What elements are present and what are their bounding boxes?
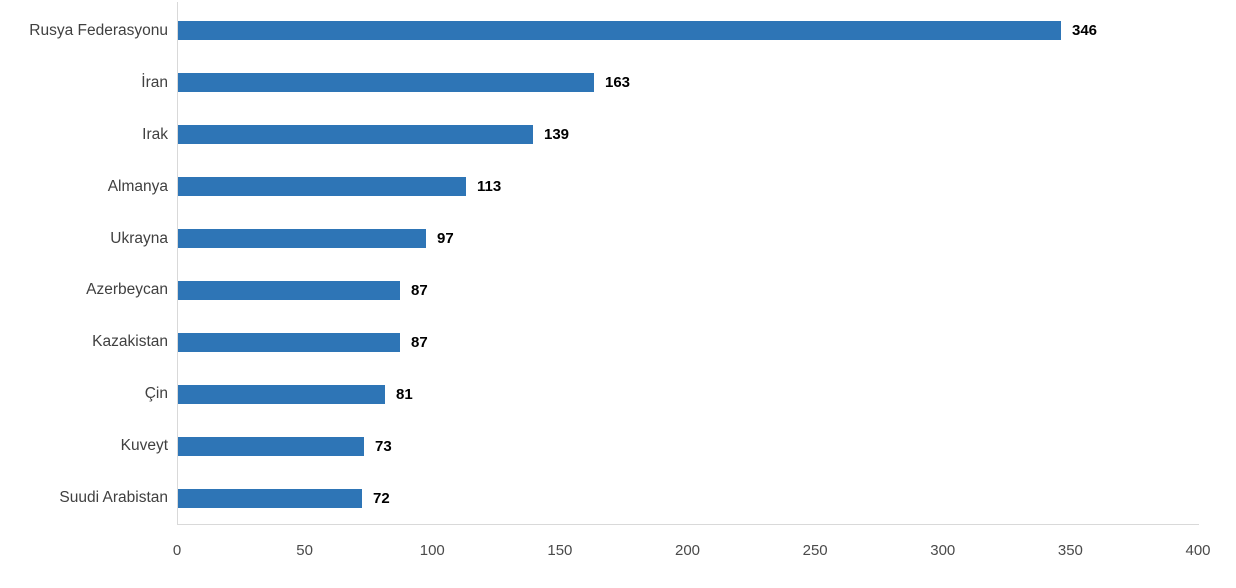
x-tick-label: 0	[172, 542, 182, 559]
x-tick-label: 300	[930, 542, 956, 559]
value-label: 113	[477, 178, 502, 196]
value-label: 87	[411, 281, 428, 299]
x-tick-label: 50	[296, 542, 313, 559]
category-label: Çin	[144, 385, 168, 403]
value-label: 87	[411, 333, 428, 351]
value-label: 73	[375, 437, 392, 455]
bar	[178, 125, 533, 145]
x-tick-label: 350	[1057, 542, 1083, 559]
category-label: Ukrayna	[110, 229, 168, 247]
x-axis-line	[177, 524, 1199, 525]
x-tick-label: 150	[547, 542, 573, 559]
bar	[178, 488, 362, 508]
bar	[178, 229, 426, 249]
x-tick-label: 200	[674, 542, 701, 559]
value-label: 72	[373, 489, 390, 507]
category-label: Irak	[142, 125, 168, 143]
x-tick-label: 400	[1185, 542, 1211, 559]
bar	[178, 73, 594, 93]
value-label: 139	[544, 126, 570, 144]
x-tick-label: 100	[419, 542, 445, 559]
bar	[178, 436, 364, 456]
category-label: Rusya Federasyonu	[29, 21, 168, 39]
bar	[178, 280, 400, 300]
bar	[178, 384, 385, 404]
category-label: İran	[141, 73, 168, 91]
category-label: Almanya	[107, 177, 168, 195]
value-label: 81	[396, 385, 413, 403]
bar	[178, 21, 1061, 41]
category-label: Azerbeycan	[86, 281, 168, 299]
value-label: 163	[605, 74, 631, 92]
value-label: 346	[1072, 22, 1098, 40]
bar	[178, 177, 466, 197]
category-label: Suudi Arabistan	[59, 489, 168, 507]
x-tick-label: 250	[802, 542, 828, 559]
y-axis-line	[177, 2, 178, 524]
bar	[178, 332, 400, 352]
category-label: Kuveyt	[120, 437, 168, 455]
category-label: Kazakistan	[92, 333, 168, 351]
value-label: 97	[437, 230, 454, 248]
